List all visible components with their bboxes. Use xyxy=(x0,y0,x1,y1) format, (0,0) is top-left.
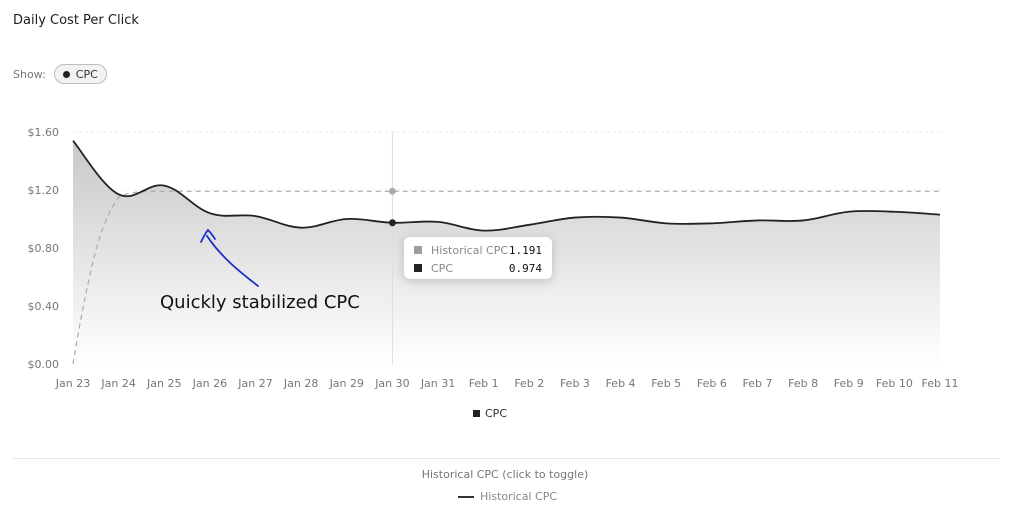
x-tick-label: Jan 29 xyxy=(329,377,364,390)
x-tick-label: Jan 30 xyxy=(374,377,409,390)
x-tick-label: Feb 7 xyxy=(742,377,772,390)
y-tick-label: $0.80 xyxy=(28,242,60,255)
x-tick-label: Feb 6 xyxy=(697,377,727,390)
tooltip-label: Historical CPC xyxy=(431,243,509,257)
annotation-text: Quickly stabilized CPC xyxy=(160,292,360,313)
historical-cpc-legend[interactable]: Historical CPC xyxy=(458,490,557,503)
x-tick-label: Feb 2 xyxy=(514,377,544,390)
chart-legend[interactable]: CPC xyxy=(473,407,507,420)
tooltip-value: 1.191 xyxy=(508,243,542,257)
x-tick-label: Feb 5 xyxy=(651,377,681,390)
historical-cpc-point-hover xyxy=(388,187,396,195)
x-tick-label: Jan 23 xyxy=(55,377,90,390)
x-tick-label: Jan 26 xyxy=(192,377,227,390)
y-tick-label: $1.20 xyxy=(28,184,60,197)
x-tick-label: Feb 3 xyxy=(560,377,590,390)
historical-cpc-toggle[interactable]: Historical CPC (click to toggle) xyxy=(421,468,589,481)
x-tick-label: Feb 9 xyxy=(834,377,864,390)
historical-cpc-line xyxy=(72,190,940,365)
line-swatch-icon xyxy=(458,495,474,498)
chart-title: Daily Cost Per Click xyxy=(13,13,139,28)
historical-swatch xyxy=(414,246,422,254)
tooltip-value: 0.974 xyxy=(508,261,542,275)
divider xyxy=(13,458,1000,459)
chart-tooltip: Historical CPC 1.191 CPC 0.974 xyxy=(404,237,552,279)
x-tick-label: Jan 27 xyxy=(237,377,272,390)
tooltip-row-historical: Historical CPC 1.191 xyxy=(414,241,542,259)
x-tick-label: Feb 11 xyxy=(922,377,959,390)
chart-plot[interactable]: $0.00 $0.40 $0.80 $1.20 $1.60 Jan 23 Jan 24 Ja… xyxy=(0,0,1010,400)
cpc-pill-label: CPC xyxy=(75,67,98,81)
show-label: Show: xyxy=(13,67,46,81)
x-tick-label: Jan 28 xyxy=(283,377,318,390)
tooltip-row-cpc: CPC 0.974 xyxy=(414,259,542,277)
x-tick-label: Feb 10 xyxy=(876,377,913,390)
historical-legend-label: Historical CPC xyxy=(480,490,558,503)
x-tick-label: Feb 4 xyxy=(606,377,636,390)
cpc-point-hover xyxy=(388,219,396,227)
annotation: Quickly stabilized CPC xyxy=(160,229,360,313)
dot-icon xyxy=(62,70,70,78)
cpc-filter-pill[interactable]: CPC xyxy=(53,64,107,84)
series-filter: Show: CPC xyxy=(13,64,107,84)
cpc-legend-swatch xyxy=(473,410,480,417)
x-tick-label: Jan 24 xyxy=(100,377,135,390)
tooltip-label: CPC xyxy=(431,261,453,275)
y-tick-label: $0.40 xyxy=(28,300,60,313)
x-tick-label: Feb 1 xyxy=(469,377,499,390)
y-tick-label: $1.60 xyxy=(28,126,60,139)
y-tick-label: $0.00 xyxy=(28,358,60,371)
x-tick-label: Feb 8 xyxy=(788,377,818,390)
cpc-legend-label: CPC xyxy=(485,407,507,420)
x-tick-label: Jan 25 xyxy=(146,377,181,390)
cpc-swatch xyxy=(414,264,422,272)
cpc-line xyxy=(72,140,941,232)
x-tick-label: Jan 31 xyxy=(420,377,455,390)
